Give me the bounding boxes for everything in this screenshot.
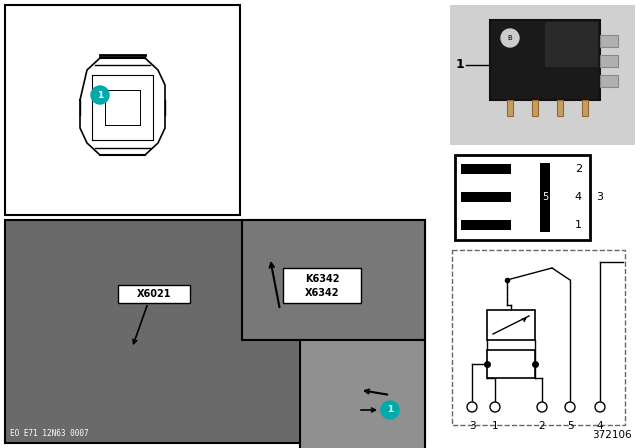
Text: EO E71 12N63 0007: EO E71 12N63 0007 bbox=[10, 429, 88, 438]
Bar bbox=[461, 164, 511, 174]
Text: 5: 5 bbox=[566, 421, 573, 431]
Bar bbox=[487, 310, 535, 340]
Bar bbox=[600, 75, 618, 87]
Bar bbox=[600, 35, 618, 47]
Text: K6342: K6342 bbox=[305, 274, 339, 284]
Bar bbox=[242, 220, 425, 340]
Bar bbox=[487, 350, 535, 378]
Bar bbox=[450, 5, 635, 145]
Bar bbox=[5, 220, 425, 443]
Text: 5: 5 bbox=[542, 192, 548, 202]
Text: 2: 2 bbox=[539, 421, 545, 431]
Bar bbox=[582, 100, 588, 116]
Bar bbox=[490, 20, 600, 100]
Bar bbox=[461, 192, 511, 202]
Bar bbox=[118, 285, 190, 303]
Circle shape bbox=[490, 402, 500, 412]
Circle shape bbox=[537, 402, 547, 412]
Text: 4: 4 bbox=[596, 421, 604, 431]
Text: 1: 1 bbox=[492, 421, 499, 431]
Circle shape bbox=[467, 402, 477, 412]
Text: 2: 2 bbox=[575, 164, 582, 174]
Circle shape bbox=[381, 401, 399, 419]
Circle shape bbox=[595, 402, 605, 412]
Bar bbox=[507, 100, 513, 116]
Bar bbox=[283, 268, 361, 303]
Text: 1: 1 bbox=[575, 220, 582, 230]
Bar bbox=[455, 155, 590, 240]
Bar bbox=[557, 100, 563, 116]
Circle shape bbox=[565, 402, 575, 412]
Text: 3: 3 bbox=[596, 192, 603, 202]
Circle shape bbox=[501, 29, 519, 47]
Bar bbox=[461, 220, 511, 230]
Bar bbox=[300, 340, 425, 448]
Bar bbox=[545, 22, 598, 67]
Text: X6021: X6021 bbox=[137, 289, 172, 299]
Bar bbox=[600, 55, 618, 67]
Text: 3: 3 bbox=[468, 421, 476, 431]
Bar bbox=[540, 163, 550, 232]
Circle shape bbox=[91, 86, 109, 104]
Text: 1: 1 bbox=[387, 405, 393, 414]
Text: X6342: X6342 bbox=[305, 288, 339, 298]
Bar bbox=[452, 250, 625, 425]
Text: B: B bbox=[508, 35, 513, 41]
Bar bbox=[5, 5, 240, 215]
Text: 372106: 372106 bbox=[593, 430, 632, 440]
Text: 4: 4 bbox=[575, 192, 582, 202]
Text: 1: 1 bbox=[97, 90, 103, 99]
Bar bbox=[532, 100, 538, 116]
Text: 1: 1 bbox=[456, 59, 465, 72]
